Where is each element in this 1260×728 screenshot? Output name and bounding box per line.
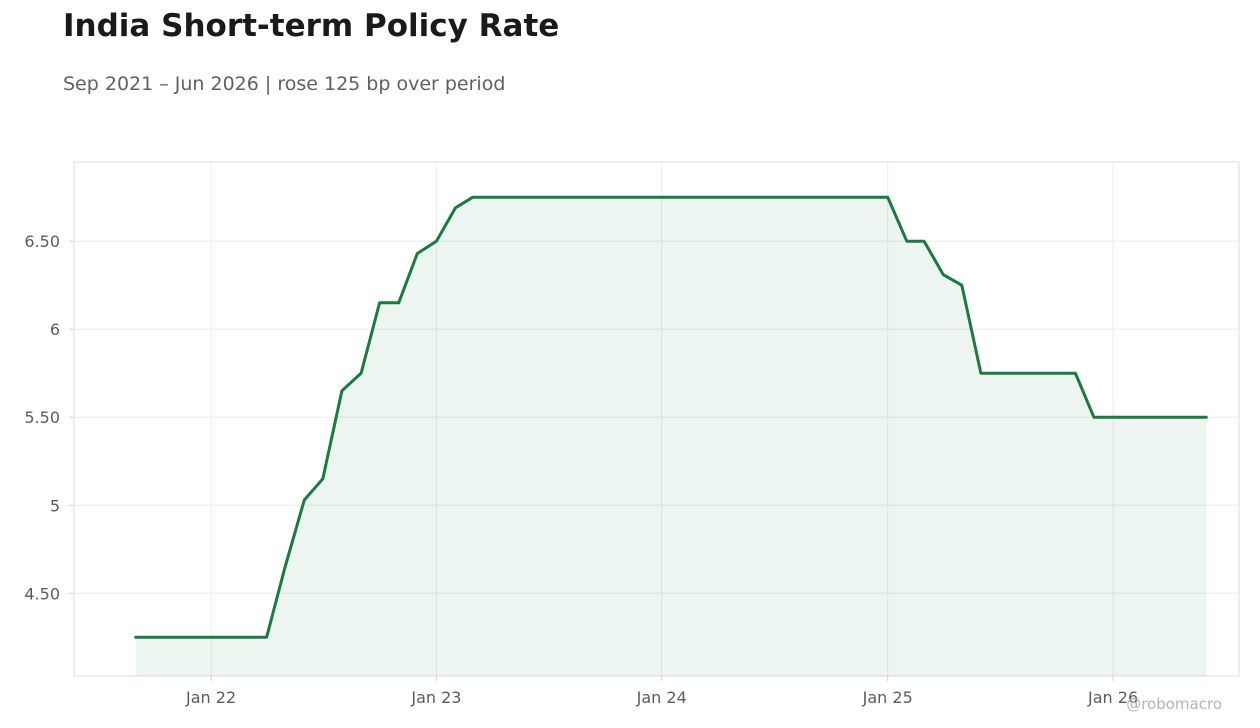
data-point-30 bbox=[1054, 371, 1058, 375]
data-point-0 bbox=[134, 635, 138, 639]
data-point-12 bbox=[359, 371, 363, 375]
y-tick-label-2: 5.50 bbox=[24, 408, 60, 427]
x-tick-label-1: Jan 23 bbox=[410, 688, 461, 707]
data-point-18 bbox=[471, 195, 475, 199]
data-point-8 bbox=[283, 565, 287, 569]
data-point-15 bbox=[415, 252, 419, 256]
x-tick-label-3: Jan 25 bbox=[862, 688, 913, 707]
data-point-9 bbox=[302, 498, 306, 502]
data-point-26 bbox=[979, 371, 983, 375]
data-point-17 bbox=[454, 206, 458, 210]
data-point-16 bbox=[434, 239, 438, 243]
plot-frame bbox=[73, 161, 1240, 677]
data-point-28 bbox=[1017, 371, 1021, 375]
y-tick-label-0: 4.50 bbox=[24, 584, 60, 603]
data-point-34 bbox=[1130, 415, 1134, 419]
data-point-3 bbox=[190, 635, 194, 639]
data-point-27 bbox=[998, 371, 1002, 375]
data-point-19 bbox=[490, 195, 494, 199]
y-tick-label-4: 6.50 bbox=[24, 232, 60, 251]
data-point-4 bbox=[209, 635, 213, 639]
data-point-29 bbox=[1036, 371, 1040, 375]
data-point-21 bbox=[886, 195, 890, 199]
data-point-2 bbox=[171, 635, 175, 639]
chart-subtitle: Sep 2021 – Jun 2026 | rose 125 bp over p… bbox=[63, 73, 506, 95]
data-point-20 bbox=[867, 195, 871, 199]
data-point-24 bbox=[941, 273, 945, 277]
data-point-11 bbox=[340, 389, 344, 393]
data-point-13 bbox=[378, 301, 382, 305]
data-point-6 bbox=[246, 635, 250, 639]
series-area bbox=[135, 197, 1207, 676]
data-point-7 bbox=[265, 635, 269, 639]
chart-title: India Short-term Policy Rate bbox=[63, 8, 560, 44]
x-tick-label-4: Jan 26 bbox=[1087, 688, 1138, 707]
data-point-33 bbox=[1111, 415, 1115, 419]
data-point-36 bbox=[1167, 415, 1171, 419]
data-point-5 bbox=[228, 635, 232, 639]
data-point-32 bbox=[1092, 415, 1096, 419]
data-point-38 bbox=[1204, 415, 1208, 419]
watermark: @robomacro bbox=[1126, 695, 1222, 713]
data-point-25 bbox=[960, 283, 964, 287]
data-point-1 bbox=[152, 635, 156, 639]
y-axis: 4.50 5 5.50 6 6.50 bbox=[24, 232, 74, 603]
grid-lines bbox=[74, 162, 1239, 676]
x-tick-label-2: Jan 24 bbox=[636, 688, 687, 707]
x-axis: Jan 22 Jan 23 Jan 24 Jan 25 Jan 26 bbox=[185, 676, 1138, 707]
data-point-22 bbox=[905, 239, 909, 243]
y-tick-label-3: 6 bbox=[50, 320, 60, 339]
data-point-37 bbox=[1185, 415, 1189, 419]
y-tick-label-1: 5 bbox=[50, 496, 60, 515]
data-point-31 bbox=[1073, 371, 1077, 375]
series-line bbox=[134, 195, 1208, 639]
data-point-14 bbox=[397, 301, 401, 305]
data-point-10 bbox=[321, 477, 325, 481]
data-point-23 bbox=[922, 239, 926, 243]
data-point-35 bbox=[1148, 415, 1152, 419]
x-tick-label-0: Jan 22 bbox=[185, 688, 236, 707]
